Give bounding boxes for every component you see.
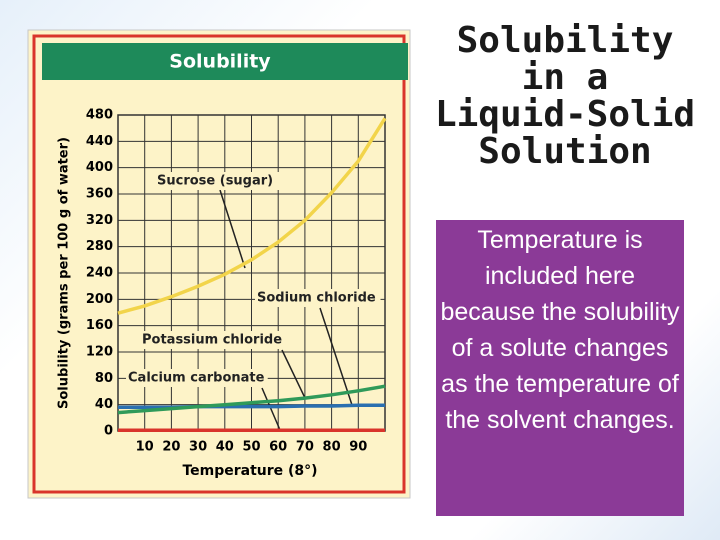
leader-lines [219,189,353,431]
slide-body: Temperature is included here because the… [436,220,684,516]
series-label-bg [126,369,268,387]
x-tick-label: 90 [349,440,367,455]
y-tick-label: 80 [95,371,113,386]
y-tick-label: 240 [86,266,113,281]
x-tick-label: 70 [296,440,314,455]
y-axis-label: Solubility (grams per 100 g of water) [57,137,72,409]
y-tick-label: 200 [86,292,113,307]
chart-header [42,43,408,80]
y-tick-label: 360 [86,187,113,202]
y-tick-label: 280 [86,239,113,254]
y-tick-label: 40 [95,397,113,412]
title-line: Liquid-Solid [434,94,696,135]
leader-line [319,307,353,406]
y-tick-label: 440 [86,134,113,149]
leader-line [261,387,281,431]
x-tick-label: 80 [323,440,341,455]
y-tick-label: 320 [86,213,113,228]
y-tick-label: 160 [86,318,113,333]
series-line [117,384,386,415]
series-line [118,403,385,410]
x-axis-label: Temperature (8°) [182,463,317,479]
y-tick-label: 120 [86,345,113,360]
series-label: Calcium carbonate [128,371,265,386]
chart-title: Solubility [169,51,271,73]
x-tick-label: 20 [162,440,180,455]
series-label-bg [155,172,281,190]
x-tick-label: 10 [136,440,154,455]
y-tick-label: 480 [86,108,113,123]
slide-title: Solubility in a Liquid-Solid Solution [420,22,710,170]
series-label-bg [140,331,290,349]
leader-line [281,349,306,399]
series-label: Sucrose (sugar) [157,174,273,189]
x-tick-label: 40 [216,440,234,455]
series-label: Potassium chloride [142,333,282,348]
chart-border [32,34,406,494]
series-label-bg [255,289,381,307]
leader-line [219,189,246,269]
y-tick-label: 400 [86,160,113,175]
series-line [117,117,387,315]
title-line: Solubility [456,20,674,61]
x-tick-label: 30 [189,440,207,455]
series-label: Sodium chloride [257,291,376,306]
x-tick-label: 50 [242,440,260,455]
title-line: Solution [478,131,652,172]
title-line: in a [521,57,609,98]
y-tick-label: 0 [104,424,113,439]
x-tick-label: 60 [269,440,287,455]
